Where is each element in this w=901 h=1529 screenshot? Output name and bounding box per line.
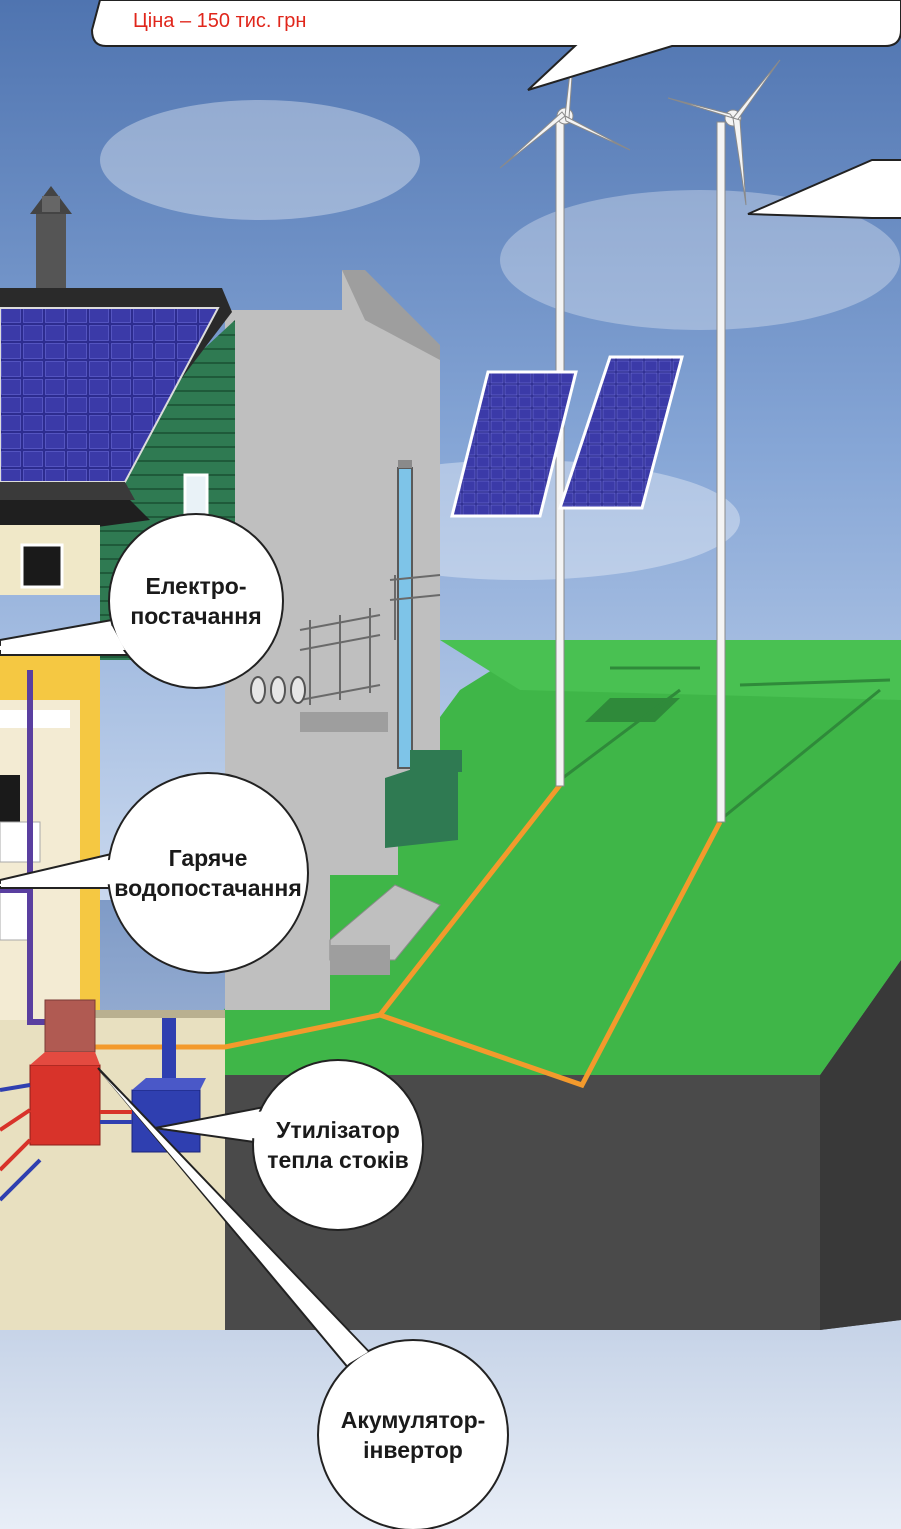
price-text: Ціна – 150 тис. грн xyxy=(133,10,307,32)
label-battery-inverter: Акумулятор- інвертор xyxy=(340,1407,486,1463)
callout-battery-inverter xyxy=(97,1067,509,1529)
callout-hot-water xyxy=(0,772,309,974)
callout-heat-recovery xyxy=(154,1059,424,1231)
label-power-supply: Електро- постачання xyxy=(130,573,262,629)
solar-panel-stand-2 xyxy=(557,355,684,510)
solar-panel-stand-1 xyxy=(450,370,578,518)
power-cable xyxy=(375,783,723,1089)
ground-grass xyxy=(220,640,901,1075)
label-heat-recovery: Утилізатор тепла стоків xyxy=(267,1117,409,1173)
wind-turbine-2 xyxy=(667,59,781,823)
ground-soil xyxy=(220,960,901,1330)
label-hot-water: Гаряче водопостачання xyxy=(114,845,302,901)
top-callout-box xyxy=(90,0,901,91)
callout-power-supply xyxy=(0,513,284,689)
boiler-block xyxy=(29,999,101,1146)
